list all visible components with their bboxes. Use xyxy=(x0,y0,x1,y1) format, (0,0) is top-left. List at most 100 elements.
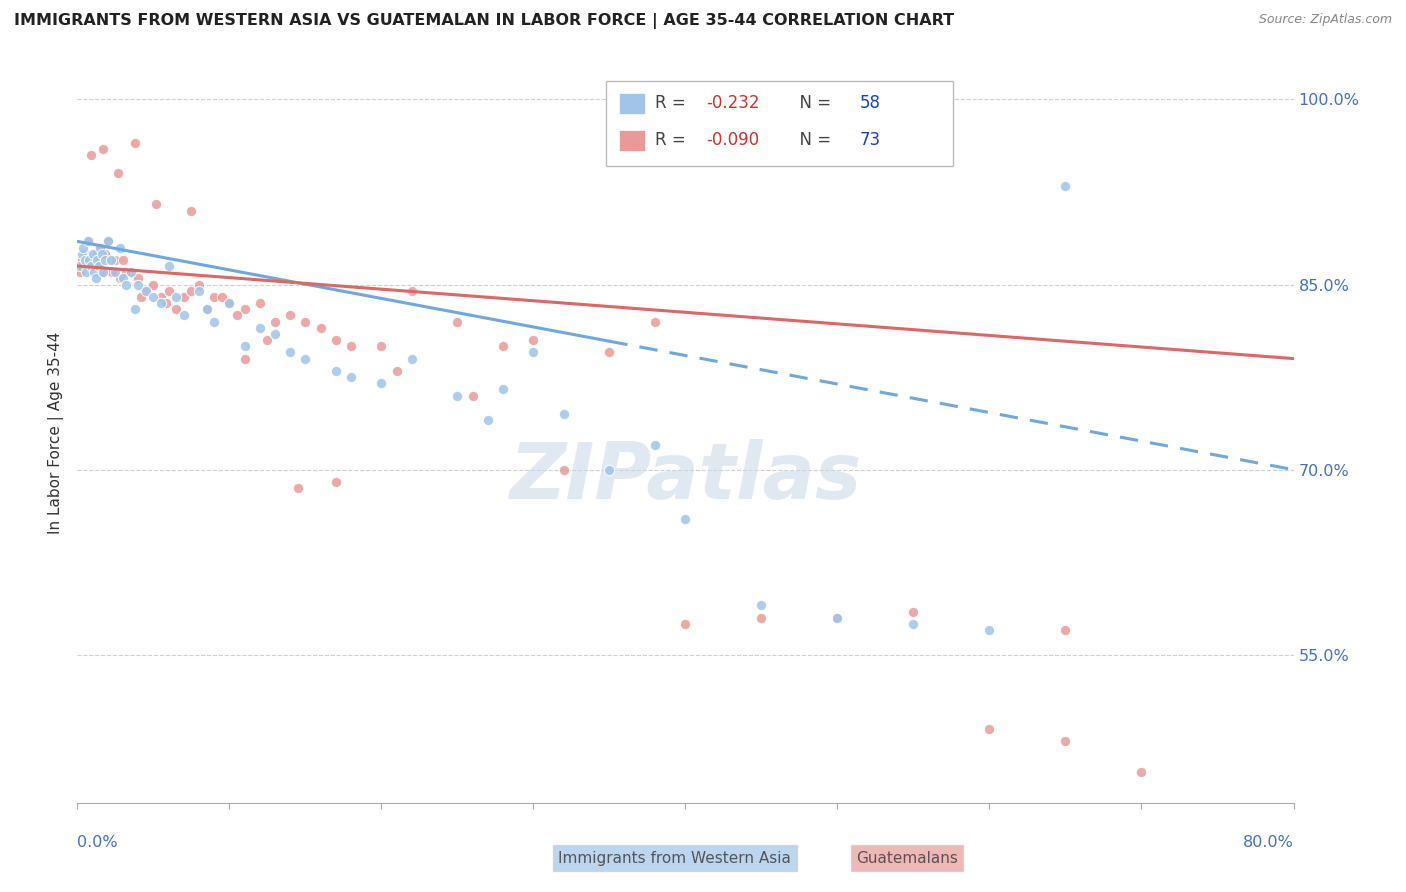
Text: Immigrants from Western Asia: Immigrants from Western Asia xyxy=(558,851,792,865)
Point xyxy=(340,339,363,353)
Text: 80.0%: 80.0% xyxy=(1243,836,1294,850)
Point xyxy=(87,259,110,273)
Point xyxy=(89,241,111,255)
Point xyxy=(340,370,363,384)
Point xyxy=(104,265,127,279)
Point xyxy=(155,296,177,310)
Point xyxy=(401,284,423,298)
Point xyxy=(127,277,149,292)
Point xyxy=(979,623,1001,637)
Point xyxy=(294,351,316,366)
Text: Guatemalans: Guatemalans xyxy=(856,851,957,865)
Text: ZIPatlas: ZIPatlas xyxy=(509,439,862,515)
Point xyxy=(264,315,287,329)
Point xyxy=(218,296,240,310)
Point xyxy=(93,252,115,267)
Text: R =: R = xyxy=(655,95,690,112)
Point xyxy=(827,611,849,625)
Point xyxy=(72,241,94,255)
Point xyxy=(97,235,120,249)
Point xyxy=(218,296,240,310)
FancyBboxPatch shape xyxy=(606,81,953,166)
Point xyxy=(89,241,111,255)
Point xyxy=(278,309,301,323)
Point xyxy=(553,463,575,477)
Point xyxy=(83,252,105,267)
Point xyxy=(73,246,96,260)
Point xyxy=(115,265,138,279)
Point xyxy=(827,611,849,625)
Point xyxy=(401,351,423,366)
Point xyxy=(644,315,666,329)
Point xyxy=(173,290,195,304)
Point xyxy=(385,364,408,378)
Y-axis label: In Labor Force | Age 35-44: In Labor Force | Age 35-44 xyxy=(48,332,65,533)
Point xyxy=(522,345,544,359)
Point xyxy=(264,326,287,341)
Point xyxy=(157,259,180,273)
Text: 58: 58 xyxy=(859,95,880,112)
Point xyxy=(145,197,167,211)
Point xyxy=(86,246,108,260)
Point xyxy=(173,309,195,323)
Point xyxy=(211,290,233,304)
Point xyxy=(233,351,256,366)
Point xyxy=(309,320,332,334)
Point xyxy=(111,252,134,267)
Point xyxy=(202,290,225,304)
Point xyxy=(598,463,620,477)
Text: -0.232: -0.232 xyxy=(706,95,759,112)
Point xyxy=(157,284,180,298)
Point xyxy=(675,616,697,631)
Point xyxy=(751,611,773,625)
Point xyxy=(101,265,124,279)
Point xyxy=(84,271,107,285)
Point xyxy=(325,475,347,489)
Point xyxy=(165,302,187,317)
Point xyxy=(903,616,925,631)
Point xyxy=(83,265,105,279)
Point xyxy=(165,290,187,304)
Point xyxy=(979,722,1001,736)
FancyBboxPatch shape xyxy=(619,93,645,113)
Point xyxy=(370,339,392,353)
Point xyxy=(142,290,165,304)
Point xyxy=(70,252,93,267)
Point xyxy=(1130,764,1153,779)
Point xyxy=(294,315,316,329)
Point xyxy=(553,407,575,421)
Point xyxy=(461,389,484,403)
Point xyxy=(446,315,468,329)
Point xyxy=(149,290,172,304)
Point xyxy=(492,383,515,397)
Point xyxy=(903,605,925,619)
Point xyxy=(91,265,114,279)
Point xyxy=(256,333,278,347)
Point xyxy=(1054,178,1077,193)
Point xyxy=(188,284,211,298)
Text: 0.0%: 0.0% xyxy=(77,836,118,850)
Point xyxy=(115,277,138,292)
Point xyxy=(644,438,666,452)
Point xyxy=(751,599,773,613)
Point xyxy=(124,302,146,317)
Point xyxy=(73,252,96,267)
Point xyxy=(325,364,347,378)
Text: Source: ZipAtlas.com: Source: ZipAtlas.com xyxy=(1258,13,1392,27)
Point xyxy=(80,259,103,273)
Point xyxy=(598,345,620,359)
Point xyxy=(675,512,697,526)
Text: N =: N = xyxy=(789,95,837,112)
Point xyxy=(108,241,131,255)
Point xyxy=(90,246,112,260)
Point xyxy=(1054,623,1077,637)
Point xyxy=(82,252,104,267)
Text: -0.090: -0.090 xyxy=(706,131,759,149)
Point xyxy=(233,302,256,317)
Point xyxy=(120,265,142,279)
Point xyxy=(75,265,97,279)
Point xyxy=(202,315,225,329)
Text: IMMIGRANTS FROM WESTERN ASIA VS GUATEMALAN IN LABOR FORCE | AGE 35-44 CORRELATIO: IMMIGRANTS FROM WESTERN ASIA VS GUATEMAL… xyxy=(14,13,955,29)
Point xyxy=(477,413,499,427)
Point xyxy=(195,302,218,317)
